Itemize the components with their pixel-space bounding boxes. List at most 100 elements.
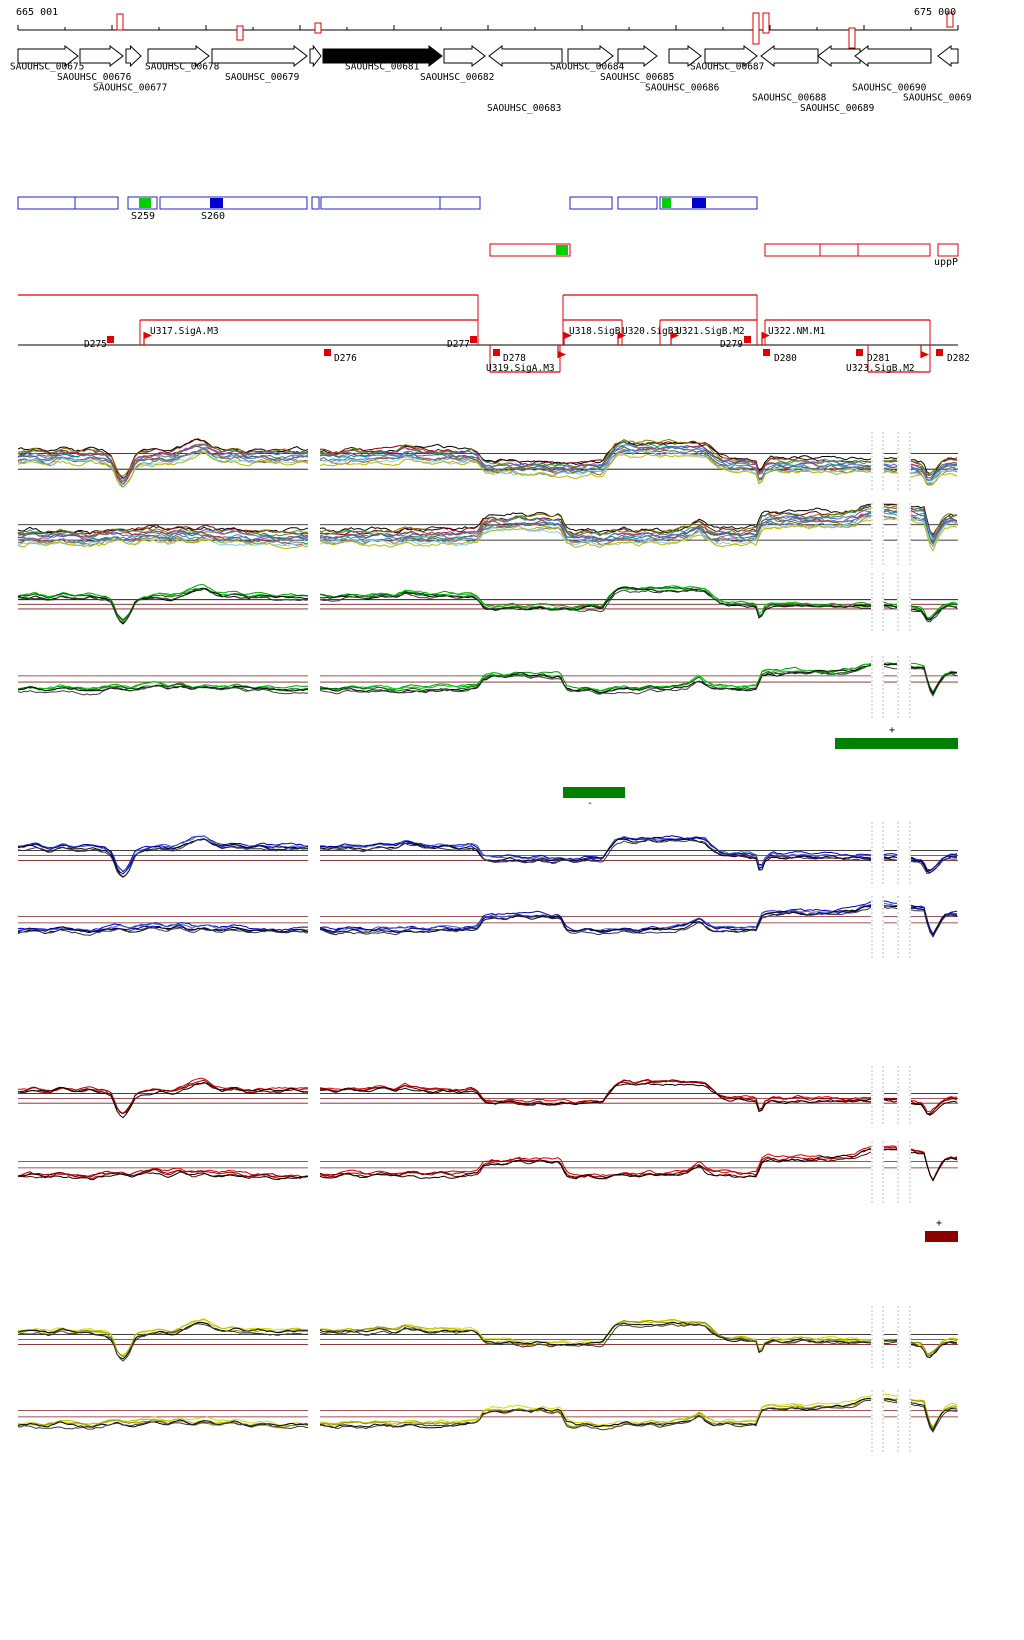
gene-arrow-SAOUHSC_00679[interactable] xyxy=(211,44,308,68)
marker-label-D278: D278 xyxy=(503,353,526,364)
signal-line xyxy=(17,1397,958,1430)
signal-line xyxy=(17,451,958,488)
data-gap xyxy=(308,818,320,888)
gene-arrow-SAOUHSC_00688[interactable] xyxy=(760,44,819,68)
gene-arrow-SAOUHSC_00684[interactable] xyxy=(567,44,614,68)
blue-feature-track xyxy=(17,196,758,210)
terminator-D282[interactable] xyxy=(936,349,943,356)
signal-line xyxy=(17,664,958,697)
gene-arrow-SAOUHSC_00683[interactable] xyxy=(488,44,563,68)
missing-data-gap xyxy=(897,1137,911,1209)
terminator-D278[interactable] xyxy=(493,349,500,356)
missing-data-gap xyxy=(897,428,911,496)
feature-segment[interactable] xyxy=(617,196,658,210)
feature-segment[interactable] xyxy=(764,243,931,257)
feature-segment[interactable] xyxy=(937,243,959,257)
segment-bar-2[interactable] xyxy=(925,1231,958,1242)
feature-mark xyxy=(210,198,223,208)
promoter-flag-U318.SigB xyxy=(564,332,572,339)
missing-data-gap xyxy=(871,1302,884,1372)
data-gap xyxy=(308,892,320,964)
marker-label-D275: D275 xyxy=(84,339,107,350)
signal-line xyxy=(17,837,958,878)
feature-segment[interactable] xyxy=(569,196,613,210)
marker-label-U317.SigA.M3: U317.SigA.M3 xyxy=(150,326,219,337)
red-feature-track xyxy=(489,243,959,257)
signal-line xyxy=(17,515,958,547)
gene-arrow-SAOUHSC_00689[interactable] xyxy=(817,44,861,68)
feature-segment[interactable] xyxy=(159,196,308,210)
signal-line xyxy=(17,838,958,878)
gene-arrow-SAOUHSC_00676[interactable] xyxy=(79,44,124,68)
ruler-track xyxy=(17,12,959,49)
gene-arrow-SAOUHSC_00675[interactable] xyxy=(17,44,79,68)
segment-bar-0[interactable] xyxy=(835,738,958,749)
gene-arrow-SAOUHSC_00686[interactable] xyxy=(668,44,702,68)
signal-line xyxy=(17,508,958,541)
gene-label-SAOUHSC_00682: SAOUHSC_00682 xyxy=(420,72,494,83)
data-gap xyxy=(308,1302,320,1372)
feature-segment[interactable] xyxy=(659,196,758,210)
gene-arrow-SAOUHSC_00677[interactable] xyxy=(125,44,142,68)
marker-label-D276: D276 xyxy=(334,353,357,364)
gene-arrow-SAOUHSC_00690[interactable] xyxy=(854,44,932,68)
marker-label-D280: D280 xyxy=(774,353,797,364)
terminator-D277[interactable] xyxy=(470,336,477,343)
gene-arrow-orf-small[interactable] xyxy=(309,44,322,68)
ruler-red-mark xyxy=(752,12,760,45)
expression-track-yellow-fwd xyxy=(17,1302,958,1372)
srna-label-s260: S260 xyxy=(201,211,226,222)
terminator-D275[interactable] xyxy=(107,336,114,343)
gene-arrow-SAOUHSC_00685[interactable] xyxy=(617,44,658,68)
feature-segment[interactable] xyxy=(17,196,119,210)
gene-label-SAOUHSC_00675: SAOUHSC_00675 xyxy=(10,62,84,73)
signal-line xyxy=(17,513,958,546)
data-gap xyxy=(308,428,320,496)
gene-label-SAOUHSC_00689: SAOUHSC_00689 xyxy=(800,103,875,114)
gene-arrow-SAOUHSC_00681[interactable] xyxy=(322,44,443,68)
signal-line xyxy=(17,588,958,624)
signal-line xyxy=(17,438,958,479)
missing-data-gap xyxy=(871,652,884,722)
gene-arrow-SAOUHSC_00682[interactable] xyxy=(443,44,486,68)
data-gap xyxy=(308,499,320,571)
feature-segment[interactable] xyxy=(320,196,481,210)
signal-line xyxy=(17,1079,958,1115)
gene-label-SAOUHSC_00688: SAOUHSC_00688 xyxy=(752,93,827,104)
gene-label-SAOUHSC_00683: SAOUHSC_00683 xyxy=(487,103,561,114)
expression-track-mixed-fwd xyxy=(17,428,958,496)
gene-label-SAOUHSC_00684: SAOUHSC_00684 xyxy=(550,62,625,73)
signal-line xyxy=(17,1148,958,1182)
gene-arrow-SAOUHSC_00678[interactable] xyxy=(147,44,210,68)
signal-line xyxy=(17,514,958,547)
terminator-D281[interactable] xyxy=(856,349,863,356)
terminator-D279[interactable] xyxy=(744,336,751,343)
signal-line xyxy=(17,509,958,545)
signal-line xyxy=(17,1399,958,1433)
signal-track: D275 U317.SigA.M3 D276 D277 D278U319.SigA.M3… xyxy=(18,294,970,374)
missing-data-gap xyxy=(871,892,884,964)
terminator-D276[interactable] xyxy=(324,349,331,356)
gene-arrow-SAOUHSC_0069[interactable] xyxy=(937,44,959,68)
gene-arrow-SAOUHSC_00687[interactable] xyxy=(704,44,758,68)
feature-mark xyxy=(556,245,568,255)
signal-line xyxy=(17,835,958,875)
gene-label-uppp: uppP xyxy=(934,257,959,268)
ruler-red-mark xyxy=(314,22,322,34)
terminator-D280[interactable] xyxy=(763,349,770,356)
signal-line xyxy=(17,904,958,937)
segment-bar-1[interactable] xyxy=(563,787,625,798)
missing-data-gap xyxy=(897,1386,911,1458)
data-gap xyxy=(308,1137,320,1209)
signal-line xyxy=(17,1321,958,1360)
feature-segment[interactable] xyxy=(489,243,571,257)
feature-segment[interactable] xyxy=(311,196,320,210)
feature-mark xyxy=(662,198,671,208)
marker-label-U322.NM.M1: U322.NM.M1 xyxy=(768,326,825,337)
ruler-red-mark xyxy=(946,12,954,28)
promoter-flag-U321.SigB.M2 xyxy=(671,332,679,339)
signal-line xyxy=(17,586,958,625)
missing-data-gap xyxy=(871,1062,884,1130)
